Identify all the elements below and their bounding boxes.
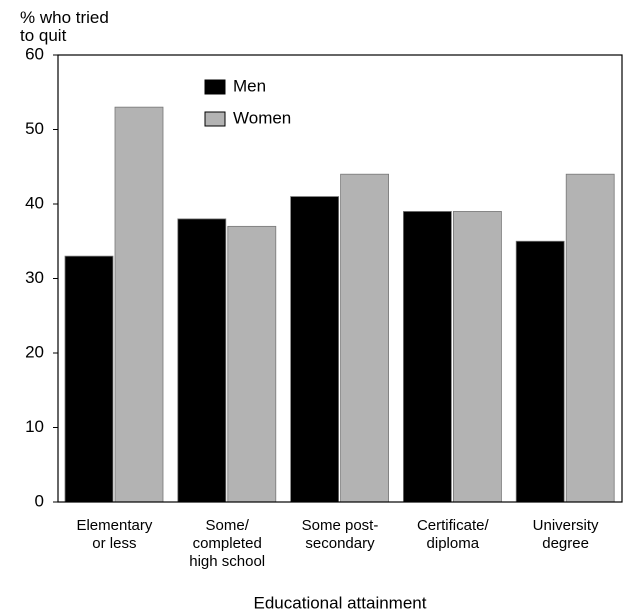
legend-swatch (204, 79, 226, 95)
legend-swatch (204, 111, 226, 127)
x-tick-label: University degree (533, 517, 599, 552)
y-tick-label: 30 (25, 268, 44, 287)
y-tick-label: 40 (25, 193, 44, 212)
x-tick-label: Certificate/diploma (417, 517, 490, 552)
bar (227, 225, 277, 503)
x-tick-label: Some post-secondary (302, 517, 379, 552)
legend-label: Men (233, 76, 266, 95)
y-tick-label: 50 (25, 119, 44, 138)
plot-frame (57, 54, 623, 503)
x-tick-label: Elementary or less (76, 517, 152, 552)
x-axis-title: Educational attainment (254, 593, 427, 612)
y-axis-title: % who tried to quit (20, 8, 109, 45)
y-tick-label: 60 (25, 44, 44, 63)
legend-label: Women (233, 108, 291, 127)
x-tick-label: Some/completed high school (189, 517, 265, 570)
bar (340, 173, 390, 503)
bar (177, 218, 227, 503)
bar (515, 240, 565, 503)
y-tick-label: 20 (25, 342, 44, 361)
bar (565, 173, 615, 503)
y-tick-label: 0 (35, 491, 44, 510)
bar (64, 255, 114, 503)
y-tick-label: 10 (25, 417, 44, 436)
bar (290, 196, 340, 503)
bar (402, 211, 452, 503)
bar (452, 211, 502, 503)
bar (114, 106, 164, 503)
